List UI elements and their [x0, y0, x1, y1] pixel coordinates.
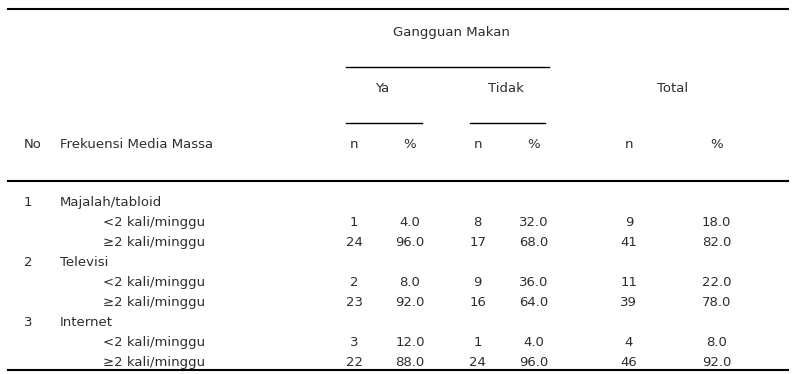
Text: 36.0: 36.0 — [519, 276, 548, 289]
Text: Televisi: Televisi — [60, 257, 108, 269]
Text: ≥2 kali/minggu: ≥2 kali/minggu — [103, 356, 205, 370]
Text: <2 kali/minggu: <2 kali/minggu — [103, 216, 205, 229]
Text: n: n — [625, 138, 633, 151]
Text: <2 kali/minggu: <2 kali/minggu — [103, 276, 205, 289]
Text: 9: 9 — [625, 216, 633, 229]
Text: 8.0: 8.0 — [706, 337, 727, 349]
Text: Total: Total — [657, 82, 689, 95]
Text: %: % — [710, 138, 723, 151]
Text: 3: 3 — [24, 316, 33, 329]
Text: 8.0: 8.0 — [400, 276, 420, 289]
Text: 96.0: 96.0 — [519, 356, 548, 370]
Text: ≥2 kali/minggu: ≥2 kali/minggu — [103, 236, 205, 249]
Text: 3: 3 — [350, 337, 358, 349]
Text: Majalah/tabloid: Majalah/tabloid — [60, 196, 162, 209]
Text: n: n — [474, 138, 482, 151]
Text: Gangguan Makan: Gangguan Makan — [393, 26, 510, 39]
Text: 2: 2 — [24, 257, 33, 269]
Text: Ya: Ya — [375, 82, 389, 95]
Text: 92.0: 92.0 — [702, 356, 731, 370]
Text: 92.0: 92.0 — [396, 296, 424, 309]
Text: Frekuensi Media Massa: Frekuensi Media Massa — [60, 138, 213, 151]
Text: ≥2 kali/minggu: ≥2 kali/minggu — [103, 296, 205, 309]
Text: 23: 23 — [345, 296, 363, 309]
Text: 88.0: 88.0 — [396, 356, 424, 370]
Text: 22.0: 22.0 — [701, 276, 732, 289]
Text: n: n — [350, 138, 358, 151]
Text: <2 kali/minggu: <2 kali/minggu — [103, 337, 205, 349]
Text: 4.0: 4.0 — [523, 337, 544, 349]
Text: 2: 2 — [350, 276, 358, 289]
Text: 78.0: 78.0 — [702, 296, 731, 309]
Text: 1: 1 — [24, 196, 33, 209]
Text: 96.0: 96.0 — [396, 236, 424, 249]
Text: No: No — [24, 138, 41, 151]
Text: 24: 24 — [469, 356, 486, 370]
Text: %: % — [527, 138, 540, 151]
Text: 64.0: 64.0 — [519, 296, 548, 309]
Text: 17: 17 — [469, 236, 486, 249]
Text: 11: 11 — [620, 276, 638, 289]
Text: Tidak: Tidak — [487, 82, 524, 95]
Text: 1: 1 — [350, 216, 358, 229]
Text: 22: 22 — [345, 356, 363, 370]
Text: 12.0: 12.0 — [395, 337, 425, 349]
Text: 1: 1 — [474, 337, 482, 349]
Text: 8: 8 — [474, 216, 482, 229]
Text: 39: 39 — [620, 296, 638, 309]
Text: 41: 41 — [620, 236, 638, 249]
Text: 18.0: 18.0 — [702, 216, 731, 229]
Text: 16: 16 — [469, 296, 486, 309]
Text: 24: 24 — [345, 236, 363, 249]
Text: %: % — [404, 138, 416, 151]
Text: 68.0: 68.0 — [519, 236, 548, 249]
Text: Internet: Internet — [60, 316, 113, 329]
Text: 4.0: 4.0 — [400, 216, 420, 229]
Text: 9: 9 — [474, 276, 482, 289]
Text: 82.0: 82.0 — [702, 236, 731, 249]
Text: 46: 46 — [620, 356, 638, 370]
Text: 32.0: 32.0 — [518, 216, 548, 229]
Text: 4: 4 — [625, 337, 633, 349]
